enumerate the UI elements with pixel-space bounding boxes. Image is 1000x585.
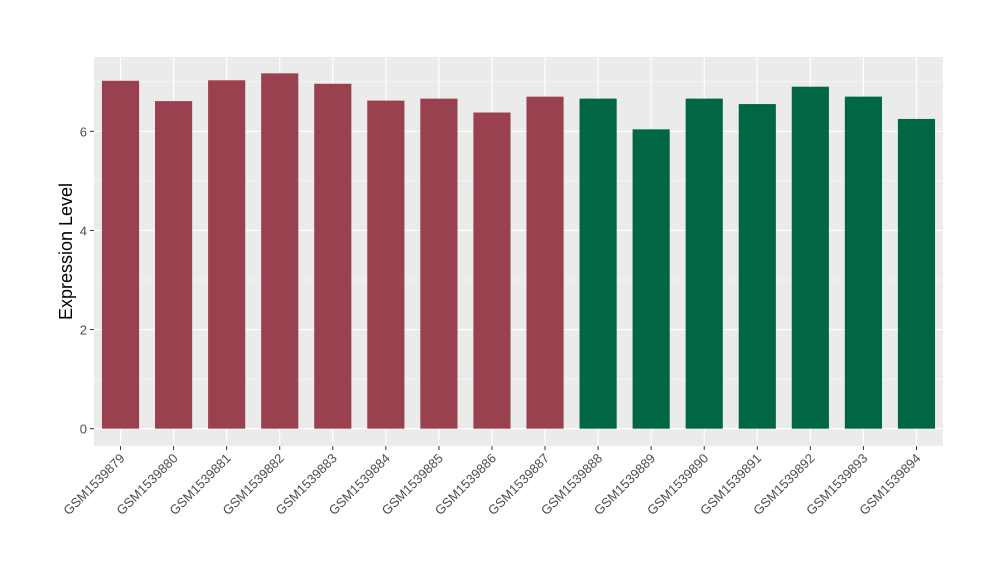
y-tick-label: 6 [80,124,87,139]
bar-GSM1539885 [420,98,458,429]
bar-GSM1539884 [367,100,405,429]
bar-GSM1539886 [473,112,511,429]
y-axis-title: Expression Level [56,183,76,320]
y-axis: 0 2 4 6 [80,124,94,437]
bar-GSM1539883 [314,83,352,429]
bar-GSM1539892 [791,86,829,429]
x-axis: GSM1539879GSM1539880GSM1539881GSM1539882… [60,446,924,518]
bar-GSM1539888 [579,98,617,429]
bar-GSM1539890 [685,98,723,429]
bar-GSM1539889 [632,129,670,429]
bar-GSM1539891 [738,104,776,429]
bar-GSM1539879 [101,80,140,429]
bars [101,73,936,429]
y-tick-label: 2 [80,323,87,338]
bar-GSM1539881 [208,80,246,429]
bar-GSM1539893 [844,96,882,429]
bar-GSM1539887 [526,96,564,429]
y-tick-label: 0 [80,422,87,437]
bar-GSM1539882 [261,73,299,429]
bar-GSM1539894 [897,118,936,429]
bar-GSM1539880 [155,101,193,429]
y-tick-label: 4 [80,223,87,238]
